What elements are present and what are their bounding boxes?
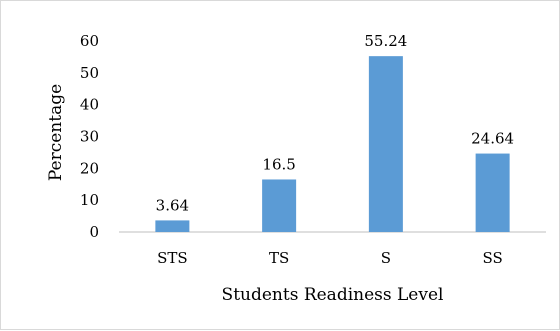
data-label-s: 55.24 [364,32,407,50]
y-axis-title: Percentage [46,84,66,181]
data-label-ts: 16.5 [262,155,295,173]
y-tick-label: 10 [80,191,99,209]
bars [155,56,510,233]
y-tick-label: 20 [80,159,99,177]
data-label-sts: 3.64 [156,196,189,214]
x-tick-label-sts: STS [157,249,188,267]
x-tick-label-ts: TS [269,249,289,267]
data-labels: 3.64 16.5 55.24 24.64 [156,32,514,214]
y-axis: 0 10 20 30 40 50 60 [80,32,99,241]
y-tick-label: 0 [89,223,99,241]
y-tick-label: 40 [80,96,99,114]
y-tick-label: 30 [80,128,99,146]
bar-s [368,56,403,233]
x-axis-title: Students Readiness Level [222,285,444,305]
y-tick-label: 60 [80,32,99,50]
bar-sts [155,220,190,232]
x-axis: STS TS S SS [157,249,503,267]
bar-ts [262,179,297,232]
x-tick-label-s: S [381,249,391,267]
x-tick-label-ss: SS [482,249,502,267]
y-tick-label: 50 [80,64,99,82]
bar-ss [475,153,510,232]
data-label-ss: 24.64 [471,130,514,148]
